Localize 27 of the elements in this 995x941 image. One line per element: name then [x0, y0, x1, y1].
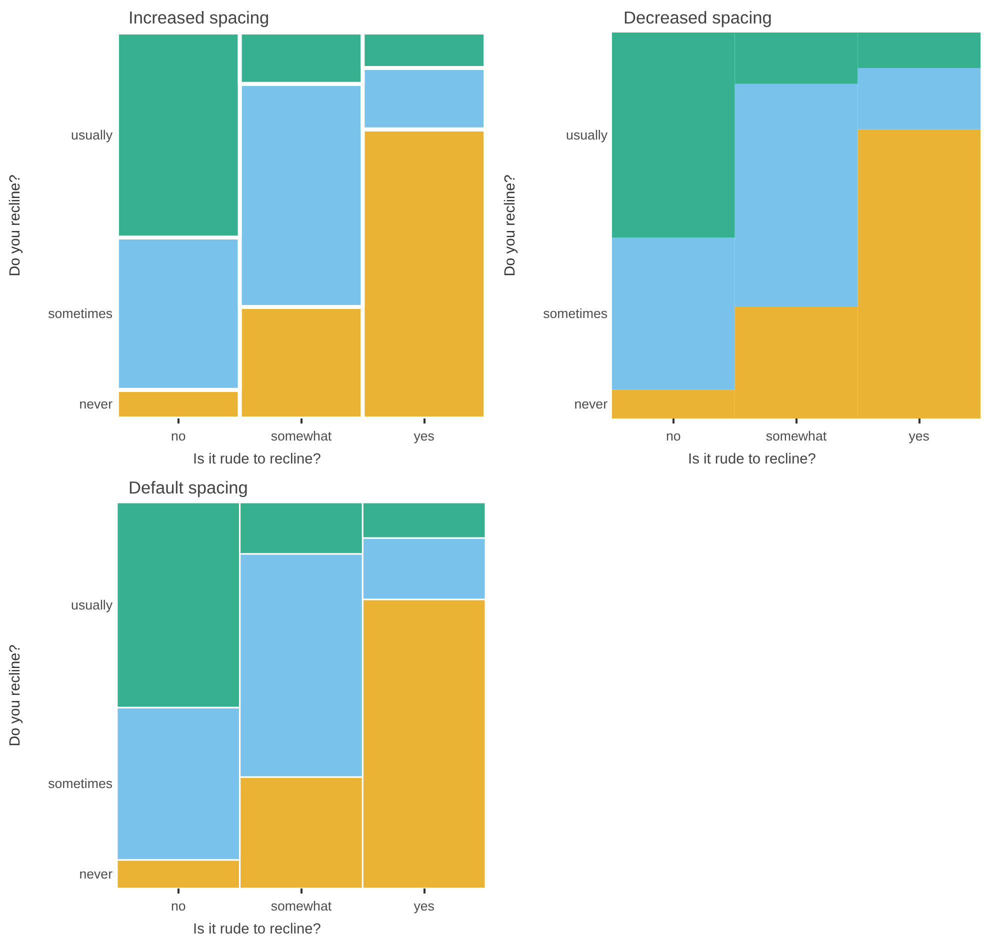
y-axis-title: Do you recline?	[8, 644, 24, 746]
x-tick-label: yes	[414, 428, 435, 444]
series-label: never	[79, 396, 114, 412]
x-axis-title: Is it rude to recline?	[193, 922, 321, 938]
y-axis-title: Do you recline?	[502, 174, 518, 276]
x-tick-label: somewhat	[766, 428, 827, 444]
x-tick-label: somewhat	[270, 898, 332, 914]
x-tick-label: yes	[908, 428, 930, 444]
series-label: never	[574, 396, 608, 412]
y-axis-title: Do you recline?	[8, 174, 24, 276]
series-label: usually	[71, 127, 113, 142]
chart-title: Decreased spacing	[624, 8, 772, 28]
x-axis-title: Is it rude to recline?	[688, 452, 816, 468]
series-label: sometimes	[48, 776, 113, 792]
chart-title: Increased spacing	[128, 8, 270, 28]
series-label: usually	[566, 127, 608, 142]
x-tick-label: somewhat	[270, 428, 332, 444]
x-tick-label: no	[170, 428, 186, 444]
chart-title: Default spacing	[128, 478, 248, 498]
series-label: sometimes	[543, 306, 608, 322]
series-label: usually	[71, 597, 113, 612]
x-tick-label: no	[666, 428, 681, 444]
x-tick-label: no	[170, 898, 186, 914]
series-label: never	[79, 866, 114, 882]
series-label: sometimes	[48, 306, 113, 322]
x-axis-title: Is it rude to recline?	[193, 452, 321, 468]
x-tick-label: yes	[414, 898, 435, 914]
